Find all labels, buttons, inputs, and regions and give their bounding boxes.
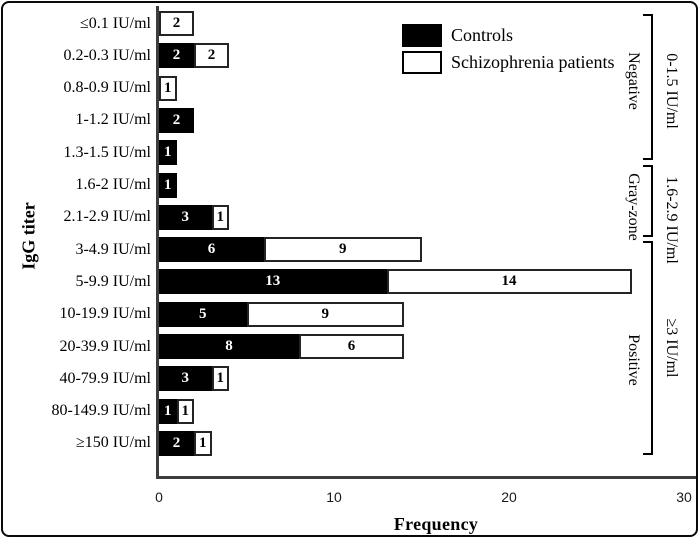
bar-segment-patients: 14 xyxy=(386,269,632,295)
bar-segment-controls: 5 xyxy=(159,301,247,327)
category-label: 20-39.9 IU/ml xyxy=(59,337,151,355)
legend-item-controls: Controls xyxy=(402,24,614,47)
x-axis-line xyxy=(156,476,696,479)
category-label: 5-9.9 IU/ml xyxy=(75,272,151,290)
bar-segment-controls: 13 xyxy=(159,269,387,295)
x-tick-label: 10 xyxy=(326,489,342,505)
category-label: 0.8-0.9 IU/ml xyxy=(63,79,151,97)
bar-segment-patients: 2 xyxy=(194,43,229,69)
category-label: 1.3-1.5 IU/ml xyxy=(63,143,151,161)
category-label: 80-149.9 IU/ml xyxy=(51,402,151,420)
group-name-label: Gray-zone xyxy=(625,173,642,241)
category-label: 3-4.9 IU/ml xyxy=(75,240,151,258)
group-range-label: ≥3 IU/ml xyxy=(663,318,680,378)
legend-swatch-patients xyxy=(402,51,442,74)
bar-segment-patients: 1 xyxy=(176,398,194,424)
category-label: 10-19.9 IU/ml xyxy=(59,305,151,323)
legend-swatch-controls xyxy=(402,24,442,47)
group-bracket xyxy=(643,165,653,237)
category-label: 1.6-2 IU/ml xyxy=(75,176,151,193)
legend-label-controls: Controls xyxy=(451,24,514,45)
legend: Controls Schizophrenia patients xyxy=(402,24,614,78)
bar-segment-controls: 2 xyxy=(159,107,194,133)
bar-segment-patients: 9 xyxy=(246,301,404,327)
y-axis-line xyxy=(156,6,159,479)
bar-segment-controls: 2 xyxy=(159,430,194,456)
group-bracket xyxy=(643,241,653,455)
category-label: ≥150 IU/ml xyxy=(76,434,151,452)
bar-segment-patients: 1 xyxy=(211,204,229,230)
bar-segment-controls: 6 xyxy=(159,237,264,263)
group-range-label: 0-1.5 IU/ml xyxy=(663,53,680,129)
category-label: 40-79.9 IU/ml xyxy=(59,369,151,387)
category-label: ≤0.1 IU/ml xyxy=(80,14,151,32)
bar-segment-patients: 1 xyxy=(159,75,177,101)
bar-segment-patients: 1 xyxy=(194,430,212,456)
x-tick-label: 30 xyxy=(676,489,692,505)
group-range-label: 1.6-2.9 IU/ml xyxy=(663,176,680,264)
bar-segment-controls: 2 xyxy=(159,43,194,69)
bar-segment-controls: 3 xyxy=(159,204,212,230)
legend-item-patients: Schizophrenia patients xyxy=(402,51,614,74)
category-label: 0.2-0.3 IU/ml xyxy=(63,46,151,64)
group-name-label: Positive xyxy=(625,334,642,386)
group-bracket xyxy=(643,14,653,160)
bar-segment-patients: 6 xyxy=(299,334,404,359)
group-name-label: Negative xyxy=(625,52,642,110)
x-tick-label: 0 xyxy=(155,489,163,505)
bar-segment-controls: 8 xyxy=(159,334,299,359)
bar-segment-controls: 1 xyxy=(159,172,177,198)
category-label: 2.1-2.9 IU/ml xyxy=(63,208,151,226)
category-label: 1-1.2 IU/ml xyxy=(75,111,151,129)
x-tick-label: 20 xyxy=(501,489,517,505)
bar-segment-controls: 3 xyxy=(159,366,212,392)
x-axis-title: Frequency xyxy=(393,514,479,534)
bar-segment-patients: 1 xyxy=(211,366,229,392)
legend-label-patients: Schizophrenia patients xyxy=(451,51,615,72)
bar-segment-patients: 2 xyxy=(159,11,194,36)
bar-segment-patients: 9 xyxy=(264,237,422,263)
bar-segment-controls: 1 xyxy=(159,398,177,424)
bar-segment-controls: 1 xyxy=(159,140,177,166)
